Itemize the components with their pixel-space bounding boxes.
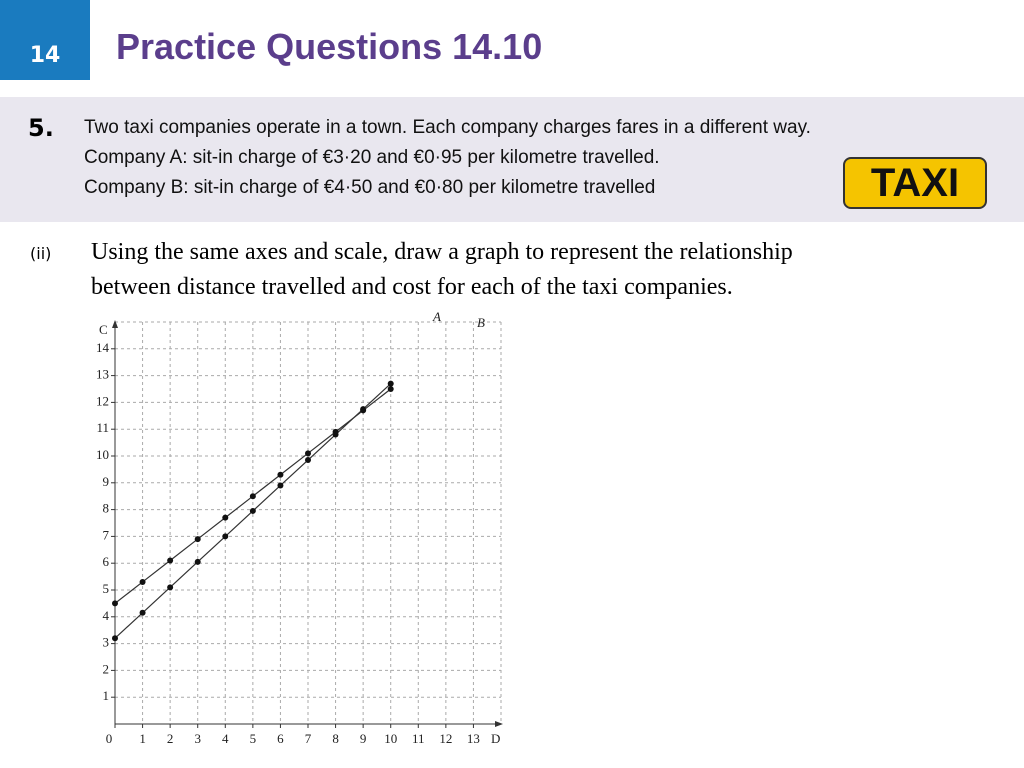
data-point	[305, 450, 311, 457]
x-tick-label: 9	[360, 731, 367, 746]
data-point	[112, 635, 118, 642]
data-point	[194, 558, 201, 565]
question-line: Company A: sit-in charge of €3·20 and €0…	[84, 147, 660, 168]
data-point	[139, 609, 146, 616]
y-tick-label: 11	[96, 420, 109, 435]
y-tick-label: 12	[96, 393, 109, 408]
y-tick-label: 4	[103, 608, 110, 623]
slide-title: Practice Questions 14.10	[116, 26, 543, 67]
section-number: 14	[0, 0, 90, 80]
x-tick-label: 1	[139, 731, 146, 746]
taxi-badge: TAXI	[843, 157, 987, 209]
x-tick-label: 0	[106, 731, 113, 746]
y-axis-label: C	[99, 322, 108, 337]
y-tick-label: 2	[103, 661, 110, 676]
question-line: Two taxi companies operate in a town. Ea…	[84, 117, 811, 138]
x-tick-label: 4	[222, 731, 229, 746]
x-tick-label: 8	[332, 731, 339, 746]
series-label: A	[432, 310, 441, 324]
y-axis-arrow	[112, 320, 118, 328]
x-tick-label: 7	[305, 731, 312, 746]
y-tick-label: 9	[103, 474, 110, 489]
y-tick-label: 7	[103, 527, 110, 542]
data-point	[249, 507, 256, 514]
data-point	[249, 493, 256, 500]
y-tick-label: 5	[103, 581, 110, 596]
data-point	[387, 386, 394, 392]
y-tick-label: 14	[96, 340, 110, 355]
x-tick-label: 6	[277, 731, 284, 746]
data-point	[332, 428, 339, 435]
x-axis-arrow	[495, 721, 503, 727]
chart: 0 1 2 3 4 5 6 7 8 9 10 11 12 131234567891011121314DCA…	[96, 310, 503, 746]
x-tick-label: 13	[467, 731, 480, 746]
data-point	[112, 600, 118, 607]
data-point	[387, 380, 394, 387]
y-tick-label: 6	[103, 554, 110, 569]
data-point	[222, 533, 229, 540]
x-tick-label: 2	[167, 731, 174, 746]
series-label: B	[477, 315, 485, 330]
y-tick-label: 10	[96, 447, 109, 462]
part-line: Using the same axes and scale, draw a gr…	[91, 239, 793, 265]
x-tick-label: 11	[412, 731, 425, 746]
y-tick-label: 13	[96, 367, 109, 382]
x-tick-label: 12	[439, 731, 452, 746]
data-point	[139, 578, 146, 585]
x-tick-label: 3	[194, 731, 201, 746]
y-tick-label: 8	[103, 501, 110, 516]
y-tick-label: 3	[103, 635, 110, 650]
question-number: 5.	[28, 114, 54, 142]
x-axis-label: D	[491, 731, 500, 746]
question-line: Company B: sit-in charge of €4·50 and €0…	[84, 177, 656, 198]
part-line: between distance travelled and cost for …	[91, 274, 733, 300]
data-point	[277, 471, 284, 478]
part-label: (ii)	[30, 244, 52, 263]
x-tick-label: 10	[384, 731, 397, 746]
data-point	[222, 514, 229, 521]
y-tick-label: 1	[103, 688, 110, 703]
data-point	[167, 584, 174, 591]
data-point	[194, 536, 201, 543]
data-point	[305, 457, 311, 464]
data-point	[167, 557, 174, 564]
data-point	[277, 482, 284, 489]
x-tick-label: 5	[250, 731, 257, 746]
data-point	[360, 407, 367, 414]
